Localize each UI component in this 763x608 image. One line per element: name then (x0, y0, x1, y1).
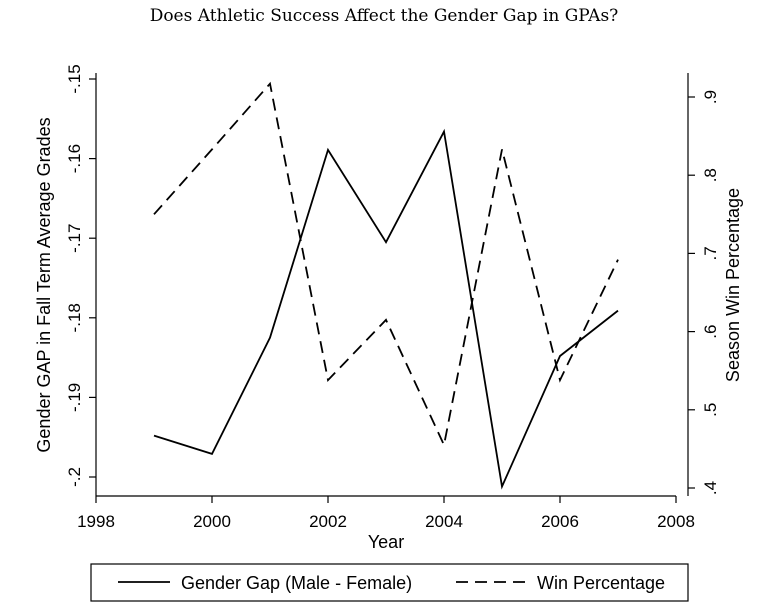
legend-label-win-percentage: Win Percentage (537, 573, 665, 593)
y-right-tick-label: .9 (701, 90, 720, 104)
y-right-tick-label: .4 (701, 481, 720, 495)
series-line-gender-gap (153, 128, 619, 490)
x-tick-label: 2006 (541, 512, 579, 531)
y-ticks-right: .4 .5 .6 .7 .8 .9 (688, 90, 720, 495)
y-right-tick-label: .7 (701, 246, 720, 260)
legend-label-gender-gap: Gender Gap (Male - Female) (181, 573, 412, 593)
y-axis-left-title: Gender GAP in Fall Term Average Grades (34, 117, 54, 452)
y-right-tick-label: .5 (701, 403, 720, 417)
y-axis-right-title: Season Win Percentage (723, 188, 743, 382)
x-tick-label: 2008 (657, 512, 695, 531)
y-ticks-left: -.2 -.19 -.18 -.17 -.16 -.15 (65, 64, 96, 487)
y-right-tick-label: .6 (701, 325, 720, 339)
chart-title: Does Athletic Success Affect the Gender … (150, 6, 619, 26)
x-ticks: 1998 2000 2002 2004 2006 2008 (77, 496, 695, 531)
x-tick-label: 1998 (77, 512, 115, 531)
y-left-tick-label: -.18 (65, 303, 84, 332)
legend-box (90, 563, 689, 602)
y-right-tick-label: .8 (701, 168, 720, 182)
x-tick-label: 2004 (425, 512, 463, 531)
y-left-tick-label: -.15 (65, 64, 84, 93)
x-axis-title: Year (368, 532, 404, 552)
y-left-tick-label: -.16 (65, 144, 84, 173)
y-left-tick-label: -.2 (65, 467, 84, 487)
y-left-tick-label: -.19 (65, 383, 84, 412)
x-tick-label: 2002 (309, 512, 347, 531)
series-line-win-percentage (153, 81, 619, 448)
legend: Gender Gap (Male - Female) Win Percentag… (90, 563, 689, 602)
y-left-tick-label: -.17 (65, 224, 84, 253)
x-tick-label: 2000 (193, 512, 231, 531)
